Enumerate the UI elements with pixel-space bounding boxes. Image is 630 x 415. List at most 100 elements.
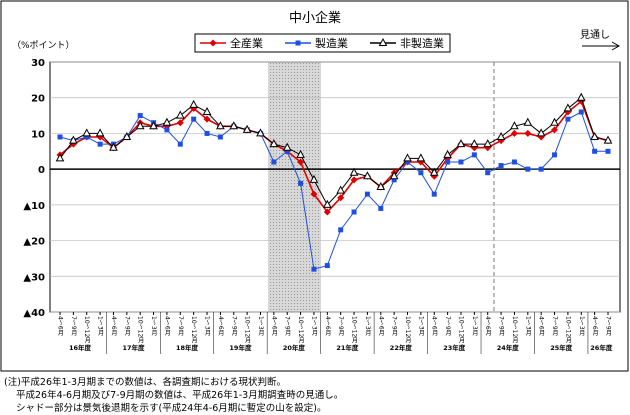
- x-tick-label: 7～9月: [444, 316, 451, 337]
- legend-box: [194, 33, 451, 53]
- x-tick-label: 7～9月: [337, 316, 344, 337]
- year-label: 18年度: [176, 343, 199, 352]
- point: [456, 139, 466, 148]
- year-label: 26年度: [590, 343, 613, 352]
- point: [565, 116, 571, 122]
- x-tick-label: 7～9月: [605, 316, 612, 337]
- x-tick-label: 7～9月: [284, 316, 291, 337]
- x-tick-label: 7～9月: [391, 316, 398, 337]
- point: [458, 159, 464, 165]
- point: [297, 158, 305, 166]
- legend-label: 製造業: [315, 36, 348, 50]
- point: [209, 39, 217, 47]
- point: [403, 153, 412, 162]
- point: [216, 121, 225, 130]
- point: [349, 167, 359, 176]
- point: [498, 163, 504, 169]
- y-tick-label: ▲40: [23, 308, 45, 319]
- point: [563, 103, 573, 112]
- point: [592, 148, 598, 154]
- note: 平成26年4-6月期及び7-9月期の数値は、平成26年1-3月期調査時の見通し。: [16, 390, 344, 401]
- point: [350, 176, 358, 184]
- point: [323, 208, 331, 216]
- point: [470, 139, 479, 148]
- point: [389, 171, 399, 180]
- x-tick-label: 4～6月: [270, 316, 277, 337]
- point: [175, 110, 185, 119]
- point: [363, 171, 372, 180]
- point: [256, 128, 265, 137]
- x-tick-label: 10～12月: [297, 316, 304, 345]
- point: [405, 159, 411, 165]
- point: [338, 227, 344, 233]
- x-tick-label: 1～3月: [364, 316, 371, 337]
- note: シャドー部分は景気後退期を示す(平成24年4-6月期に暫定の山を設定)。: [16, 403, 327, 414]
- y-tick-label: 0: [38, 165, 45, 176]
- point: [217, 134, 223, 140]
- legend-label: 非製造業: [400, 36, 444, 50]
- point: [496, 131, 506, 140]
- year-label: 24年度: [497, 343, 520, 352]
- x-tick-label: 4～6月: [163, 316, 170, 337]
- point: [418, 170, 424, 176]
- year-label: 21年度: [336, 343, 359, 352]
- series-line: [59, 111, 608, 270]
- point: [576, 92, 586, 101]
- point: [189, 99, 198, 108]
- x-tick-label: 4～6月: [324, 316, 331, 337]
- x-tick-label: 4～6月: [538, 316, 545, 337]
- point: [538, 166, 544, 172]
- year-label: 17年度: [122, 343, 145, 352]
- year-label: 25年度: [550, 343, 573, 352]
- point: [376, 181, 386, 190]
- x-tick-label: 1～3月: [150, 316, 157, 337]
- x-tick-label: 4～6月: [377, 316, 384, 337]
- point: [311, 266, 317, 272]
- point: [485, 170, 491, 176]
- y-tick-label: ▲10: [23, 201, 45, 212]
- point: [97, 141, 103, 147]
- point: [525, 166, 531, 172]
- point: [550, 117, 559, 126]
- point: [523, 117, 533, 126]
- x-tick-label: 7～9月: [70, 316, 77, 337]
- point: [524, 129, 532, 137]
- x-tick-label: 10～12月: [137, 316, 144, 345]
- x-tick-label: 1～3月: [204, 316, 211, 337]
- point: [445, 159, 451, 165]
- point: [57, 134, 63, 140]
- x-tick-label: 7～9月: [551, 316, 558, 337]
- x-tick-label: 7～9月: [177, 316, 184, 337]
- point: [351, 209, 357, 215]
- point: [282, 142, 292, 151]
- point: [551, 126, 559, 134]
- point: [55, 153, 65, 162]
- legend-label: 全産業: [230, 36, 263, 50]
- year-label: 23年度: [443, 343, 466, 352]
- point: [431, 191, 437, 197]
- year-label: 19年度: [229, 343, 252, 352]
- point: [202, 106, 212, 115]
- point: [364, 191, 370, 197]
- point: [483, 139, 493, 148]
- x-tick-label: 4～6月: [110, 316, 117, 337]
- y-tick-label: 20: [31, 94, 45, 105]
- year-label: 22年度: [390, 343, 413, 352]
- point: [203, 115, 211, 123]
- point: [176, 119, 184, 127]
- forecast-arrowhead: [611, 41, 621, 51]
- point: [536, 128, 546, 137]
- point: [416, 153, 426, 162]
- x-tick-label: 10～12月: [83, 316, 90, 345]
- point: [284, 148, 290, 154]
- point: [324, 263, 330, 269]
- point: [309, 174, 319, 183]
- x-tick-label: 1～3月: [578, 316, 585, 337]
- point: [204, 130, 210, 136]
- point: [310, 190, 318, 198]
- point: [298, 180, 304, 186]
- forecast-label: 見通し: [580, 29, 610, 41]
- point: [443, 149, 452, 158]
- point: [603, 135, 613, 144]
- x-tick-label: 10～12月: [190, 316, 197, 345]
